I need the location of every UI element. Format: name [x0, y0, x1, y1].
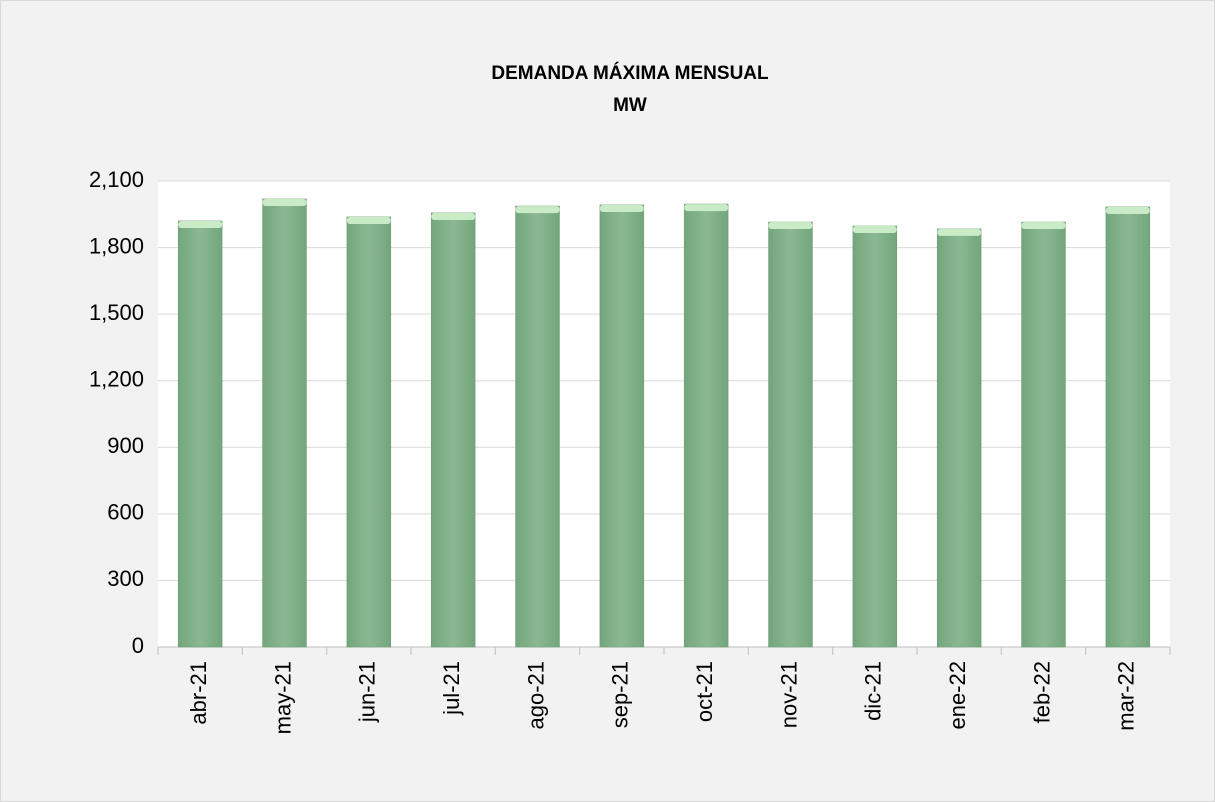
y-tick-label: 900 — [107, 433, 144, 458]
bar — [1105, 206, 1151, 648]
x-tick-label: feb-22 — [1029, 661, 1054, 723]
bar-cap — [1105, 206, 1150, 214]
x-tick-label: sep-21 — [608, 661, 633, 728]
x-tick-label: abr-21 — [186, 661, 211, 725]
bar-cap — [1021, 222, 1066, 230]
y-tick-label: 1,200 — [89, 367, 144, 392]
y-tick-label: 1,800 — [89, 233, 144, 258]
bar-cap — [852, 226, 897, 234]
y-tick-label: 0 — [132, 633, 144, 658]
x-tick-label: ene-22 — [945, 661, 970, 730]
x-tick-label: mar-22 — [1114, 661, 1139, 731]
bar-cap — [684, 204, 729, 212]
y-tick-label: 300 — [107, 566, 144, 591]
bar — [515, 205, 560, 648]
bar — [768, 221, 813, 648]
x-tick-label: may-21 — [270, 661, 295, 734]
x-tick-label: jun-21 — [355, 661, 380, 723]
bar-cap — [768, 222, 813, 230]
x-tick-label: ago-21 — [523, 661, 548, 730]
bar-cap — [262, 198, 307, 206]
y-tick-label: 2,100 — [89, 167, 144, 192]
bar — [262, 198, 307, 648]
bar — [430, 212, 476, 648]
bar — [852, 225, 898, 648]
bar — [177, 220, 223, 648]
bar — [599, 204, 645, 648]
bar-cap — [178, 220, 223, 228]
x-tick-label: oct-21 — [692, 661, 717, 722]
bar — [346, 216, 392, 648]
x-tick-label: dic-21 — [861, 661, 886, 721]
bar-cap — [431, 212, 476, 220]
bar — [936, 228, 982, 648]
bar-cap — [599, 204, 644, 212]
bar-cap — [515, 206, 560, 214]
y-tick-label: 1,500 — [89, 300, 144, 325]
x-tick-label: nov-21 — [776, 661, 801, 728]
y-tick-label: 600 — [107, 500, 144, 525]
chart-subtitle: MW — [613, 95, 647, 116]
x-tick-label: jul-21 — [439, 661, 464, 716]
chart-title: DEMANDA MÁXIMA MENSUAL — [491, 62, 769, 84]
bar-cap — [937, 228, 982, 236]
plot-area — [158, 181, 1170, 647]
bar — [1021, 221, 1066, 648]
bar-cap — [346, 216, 391, 224]
bar — [683, 203, 729, 648]
